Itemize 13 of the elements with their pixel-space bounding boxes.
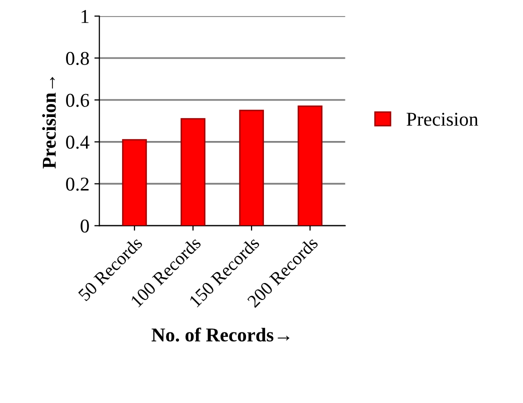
x-axis-title: No. of Records→ xyxy=(152,328,290,342)
bar xyxy=(180,118,206,226)
y-tick-label: 0.8 xyxy=(66,52,89,66)
legend-label: Precision xyxy=(406,112,478,126)
bar xyxy=(298,106,322,226)
y-tick-label: 0.2 xyxy=(66,178,89,191)
y-tick-label: 0.4 xyxy=(66,136,90,149)
y-tick-label: 0.6 xyxy=(66,94,90,107)
y-tick-label: 1 xyxy=(82,10,88,23)
bar xyxy=(239,110,264,226)
bar xyxy=(122,139,147,226)
y-axis-title: Precision→ xyxy=(42,76,56,168)
y-tick-label: 0 xyxy=(80,219,89,233)
